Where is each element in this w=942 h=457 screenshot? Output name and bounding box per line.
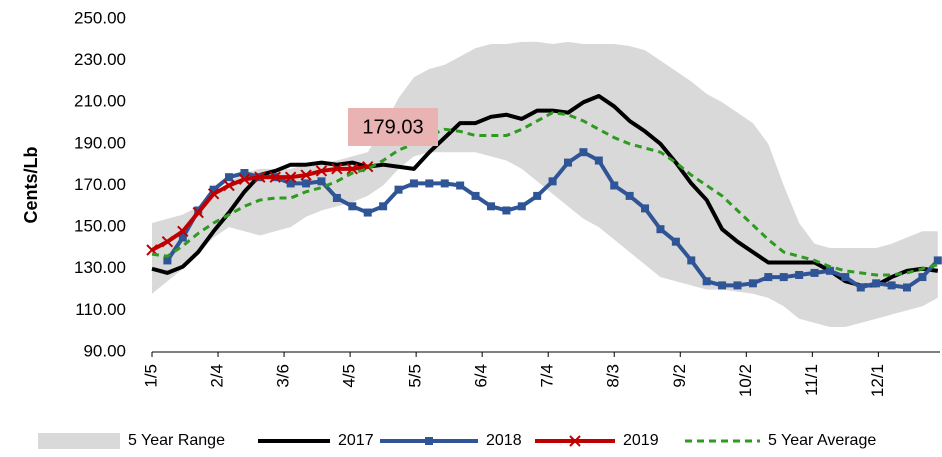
marker — [656, 225, 665, 234]
marker — [610, 181, 619, 190]
marker — [254, 171, 266, 183]
marker — [810, 268, 819, 277]
marker — [486, 202, 495, 211]
x-tick-label: 10/2 — [736, 364, 755, 397]
marker — [317, 177, 326, 186]
legend-label: 5 Year Range — [128, 432, 225, 449]
marker — [240, 169, 249, 178]
marker — [286, 179, 295, 188]
marker — [718, 281, 727, 290]
marker — [825, 266, 834, 275]
legend-label: 2019 — [623, 432, 659, 449]
marker — [161, 235, 174, 248]
marker — [687, 256, 696, 265]
marker — [456, 181, 465, 190]
y-axis-title: Cents/Lb — [21, 146, 41, 223]
marker — [207, 188, 220, 200]
y-tick-label: 110.00 — [75, 300, 126, 319]
x-tick-label: 9/2 — [670, 364, 689, 388]
marker — [671, 237, 680, 246]
marker — [795, 270, 804, 279]
marker — [548, 177, 557, 186]
marker — [569, 435, 581, 447]
marker — [748, 279, 757, 288]
marker — [409, 179, 418, 188]
marker — [346, 163, 359, 175]
marker — [315, 165, 328, 177]
x-tick-label: 2/4 — [208, 364, 227, 388]
marker — [163, 256, 172, 265]
marker — [856, 283, 865, 292]
marker — [918, 273, 927, 282]
marker — [177, 225, 189, 237]
marker — [178, 233, 187, 242]
marker — [209, 185, 218, 194]
marker — [533, 191, 542, 200]
marker — [902, 283, 911, 292]
marker — [625, 191, 634, 200]
marker — [425, 437, 433, 445]
series-line — [151, 111, 939, 277]
marker — [363, 208, 372, 217]
marker — [887, 281, 896, 290]
marker — [302, 179, 311, 188]
y-tick-label: 150.00 — [74, 217, 126, 236]
annotation-box — [348, 108, 438, 146]
marker — [841, 273, 850, 282]
marker — [471, 191, 480, 200]
marker — [238, 173, 251, 185]
marker — [564, 158, 573, 167]
marker — [348, 202, 357, 211]
range-area — [152, 41, 938, 328]
legend-label: 2017 — [338, 432, 374, 449]
y-tick-label: 190.00 — [74, 133, 126, 152]
marker — [779, 273, 788, 282]
x-tick-label: 11/1 — [802, 364, 821, 396]
x-tick-label: 3/6 — [274, 364, 293, 388]
marker — [223, 179, 235, 192]
marker — [872, 279, 881, 288]
legend-label: 2018 — [486, 432, 522, 449]
x-tick-label: 8/3 — [604, 364, 623, 388]
marker — [702, 277, 711, 286]
marker — [594, 156, 603, 165]
marker — [641, 204, 650, 213]
x-tick-label: 5/5 — [406, 364, 425, 388]
marker — [440, 179, 449, 188]
series-line — [151, 94, 939, 288]
x-tick-label: 4/5 — [340, 364, 359, 388]
y-tick-label: 250.00 — [74, 8, 126, 27]
marker — [331, 163, 343, 175]
marker — [733, 281, 742, 290]
y-tick-label: 170.00 — [74, 175, 126, 194]
x-tick-label: 1/5 — [141, 364, 160, 388]
marker — [269, 171, 281, 183]
y-tick-label: 130.00 — [74, 258, 126, 277]
marker — [332, 193, 341, 202]
x-tick-label: 12/1 — [868, 364, 887, 397]
y-tick-label: 90.00 — [83, 341, 126, 360]
marker — [192, 206, 204, 219]
marker — [517, 202, 526, 211]
marker — [379, 202, 388, 211]
legend-swatch — [38, 433, 120, 449]
marker — [284, 171, 297, 183]
marker — [502, 206, 511, 215]
marker — [300, 169, 312, 181]
legend-label: 5 Year Average — [768, 432, 876, 449]
y-tick-label: 210.00 — [74, 92, 126, 111]
marker — [225, 173, 234, 182]
annotation: 179.03 — [362, 116, 423, 138]
marker — [764, 273, 773, 282]
x-tick-label: 6/4 — [472, 364, 491, 388]
marker — [579, 148, 588, 157]
x-tick-label: 7/4 — [538, 364, 557, 388]
y-tick-label: 230.00 — [74, 50, 126, 69]
marker — [933, 256, 942, 265]
marker — [425, 179, 434, 188]
marker — [394, 185, 403, 194]
